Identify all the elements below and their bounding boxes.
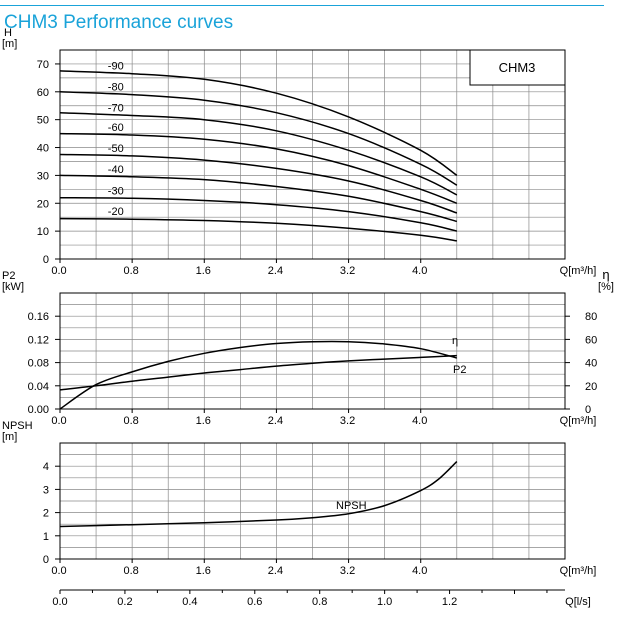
power-efficiency-y2-tick-label: 40 (585, 358, 597, 370)
head-series-impeller-line (59, 111, 458, 196)
page-title: CHM3 Performance curves (4, 12, 234, 33)
head-series-impeller-line (59, 196, 457, 232)
lps-tick-label: 0.2 (117, 596, 132, 608)
head-x-tick-label: 1.6 (196, 265, 211, 277)
lps-tick-label: 0.8 (312, 596, 327, 608)
npsh-y-tick-label: 4 (43, 461, 49, 473)
npsh-x-tick-label: 0.0 (51, 565, 66, 577)
power-efficiency-y2-tick-label: 0 (585, 404, 591, 416)
model-box (469, 49, 566, 86)
power-efficiency-ylabel: P2 (2, 270, 15, 282)
head-series-label: -60 (108, 122, 124, 134)
head-series-impeller-line (59, 153, 458, 214)
head-y-tick-label: 0 (43, 254, 49, 266)
head-series-label: -30 (108, 185, 124, 197)
header-line (0, 5, 604, 6)
power-efficiency-y2label: η (602, 267, 609, 282)
power-efficiency-x-tick-label: 3.2 (340, 415, 355, 427)
power-efficiency-x-tick-label: 2.4 (268, 415, 283, 427)
npsh-x-tick-label: 0.8 (123, 565, 138, 577)
npsh-y-tick-label: 1 (43, 531, 49, 543)
npsh-x-tick-label: 1.6 (196, 565, 211, 577)
npsh-x-tick-label: 3.2 (340, 565, 355, 577)
power-efficiency-x-tick-label: 4.0 (412, 415, 427, 427)
head-x-tick-label: 4.0 (412, 265, 427, 277)
head-y-tick-label: 40 (37, 143, 49, 155)
power-efficiency-y-tick-label: 0.04 (28, 381, 49, 393)
power-efficiency-y2-tick-label: 20 (585, 381, 597, 393)
head-series-label: -80 (108, 82, 124, 94)
head-y-tick-label: 60 (37, 87, 49, 99)
head-series-impeller-line (59, 132, 458, 204)
head-series-label: -20 (108, 206, 124, 218)
power-efficiency-y-tick-label: 0.00 (28, 404, 49, 416)
npsh-y-tick-label: 0 (43, 554, 49, 566)
power-efficiency-series-η-line (59, 340, 457, 410)
npsh-xlabel: Q[m³/h] (560, 565, 597, 577)
head-x-tick-label: 0.8 (123, 265, 138, 277)
npsh-x-tick-label: 4.0 (412, 565, 427, 577)
lps-tick-label: 1.0 (377, 596, 392, 608)
npsh-frame (59, 442, 566, 560)
power-efficiency-y2unit: [%] (598, 281, 614, 293)
npsh-series-label: NPSH (336, 500, 367, 512)
lps-tick-label: 0.6 (247, 596, 262, 608)
head-xlabel: Q[m³/h] (560, 265, 597, 277)
power-efficiency-x-tick-label: 0.8 (123, 415, 138, 427)
head-y-tick-label: 10 (37, 226, 49, 238)
head-y-tick-label: 70 (37, 59, 49, 71)
head-y-tick-label: 30 (37, 170, 49, 182)
head-series-impeller-line (59, 217, 457, 242)
npsh-yunit: [m] (2, 431, 17, 443)
head-series-label: -70 (108, 102, 124, 114)
power-efficiency-series-p2-line (59, 354, 457, 391)
head-series-label: -40 (108, 164, 124, 176)
npsh-series-npsh-line (59, 461, 458, 528)
power-efficiency-y-tick-label: 0.12 (28, 334, 49, 346)
head-ylabel: H (4, 27, 12, 39)
power-efficiency-y-tick-label: 0.16 (28, 311, 49, 323)
power-efficiency-yunit: [kW] (2, 281, 24, 293)
head-series-impeller-line (59, 91, 458, 186)
head-y-tick-label: 50 (37, 115, 49, 127)
power-efficiency-xlabel: Q[m³/h] (560, 415, 597, 427)
head-series-label: -50 (108, 143, 124, 155)
head-y-tick-label: 20 (37, 198, 49, 210)
model-box-label: CHM3 (499, 60, 536, 75)
head-series-label: -90 (108, 61, 124, 73)
head-x-tick-label: 3.2 (340, 265, 355, 277)
head-series-impeller-line (59, 70, 458, 177)
power-efficiency-y-tick-label: 0.08 (28, 358, 49, 370)
power-efficiency-x-tick-label: 1.6 (196, 415, 211, 427)
power-efficiency-frame (59, 292, 566, 410)
npsh-y-tick-label: 3 (43, 484, 49, 496)
head-series-impeller-line (59, 174, 457, 223)
head-yunit: [m] (2, 38, 17, 50)
npsh-y-tick-label: 2 (43, 508, 49, 520)
power-efficiency-x-tick-label: 0.0 (51, 415, 66, 427)
lps-tick-label: 1.2 (442, 596, 457, 608)
efficiency-series-label: η (452, 335, 458, 347)
npsh-x-tick-label: 2.4 (268, 565, 283, 577)
head-x-tick-label: 0.0 (51, 265, 66, 277)
lps-tick-label: 0.4 (182, 596, 197, 608)
power-efficiency-y2-tick-label: 60 (585, 334, 597, 346)
lps-tick-label: 0.0 (52, 596, 67, 608)
lps-xlabel: Q[l/s] (565, 596, 591, 608)
npsh-ylabel: NPSH (2, 420, 33, 432)
power-series-label: P2 (453, 364, 466, 376)
head-x-tick-label: 2.4 (268, 265, 283, 277)
power-efficiency-y2-tick-label: 80 (585, 311, 597, 323)
